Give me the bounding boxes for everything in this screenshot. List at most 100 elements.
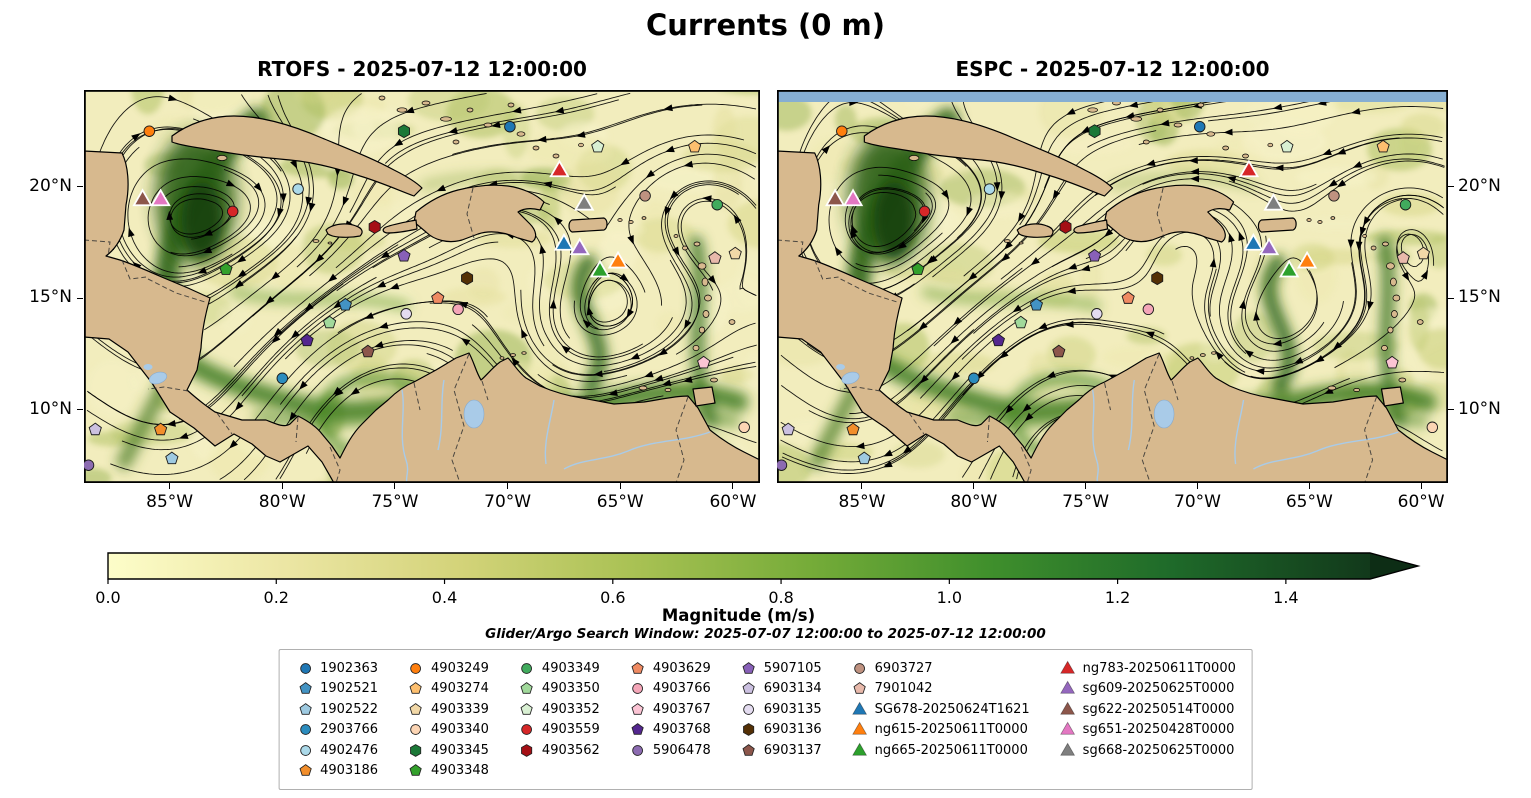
x-tick-label: 80°W (258, 492, 306, 512)
triangle-icon (1060, 680, 1076, 694)
colorbar-tick-label: 1.4 (1273, 588, 1299, 607)
platform-marker-ng665-20250611T0000 (1279, 259, 1300, 278)
circle-icon (632, 744, 644, 756)
legend-item: 4903340 (406, 720, 489, 741)
x-tick (394, 483, 396, 489)
espc-masked-strip (777, 90, 1448, 102)
triangle-icon (852, 742, 868, 756)
platform-marker-1902363 (1194, 120, 1206, 133)
platform-marker-4903249 (143, 125, 156, 137)
colorbar-extend-arrow (1370, 553, 1418, 579)
legend-item: 4903562 (517, 740, 600, 761)
y-tick (77, 409, 83, 411)
legend-label: 4903767 (652, 701, 711, 717)
colorbar-tick-label: 1.0 (936, 588, 963, 607)
pentagon-icon (520, 682, 534, 694)
circle-icon (299, 744, 311, 756)
platform-marker-4903350 (1014, 315, 1028, 329)
legend-item: 4903249 (406, 658, 489, 679)
platform-marker-4903340 (738, 421, 750, 434)
legend-item: ng783-20250611T0000 (1058, 658, 1236, 679)
platform-marker-sg622-20250514T0000 (825, 188, 846, 207)
x-tick (1420, 483, 1422, 489)
circle-icon (521, 724, 533, 736)
map-panel-rtofs (84, 90, 760, 483)
figure-title: Currents (0 m) (645, 8, 886, 42)
pentagon-icon (631, 702, 644, 715)
x-tick (619, 483, 621, 489)
legend-label: SG678-20250624T1621 (874, 701, 1030, 717)
platform-marker-4903767 (1385, 355, 1399, 369)
legend-label: 6903136 (763, 722, 822, 738)
platform-marker-1902522 (857, 451, 871, 465)
platform-marker-4903186 (154, 422, 168, 436)
legend-item: SG678-20250624T1621 (850, 699, 1030, 720)
legend-label: 4903350 (541, 681, 600, 697)
legend-item: sg622-20250514T0000 (1058, 699, 1236, 720)
y-tick-label: 20°N (1458, 175, 1501, 196)
legend-box: 1902363 1902521 1902522 2903766 4902476 49031… (278, 649, 1253, 790)
platform-marker-6903137 (361, 344, 375, 358)
circle-icon (410, 662, 422, 674)
platform-marker-4903339 (728, 246, 742, 260)
platform-marker-sg609-20250625T0000 (569, 237, 590, 256)
platform-marker-4903345 (397, 124, 410, 139)
legend-item: sg651-20250428T0000 (1058, 720, 1236, 741)
platform-marker-4903562 (1059, 220, 1072, 234)
colorbar-tick-label: 0.0 (95, 588, 121, 607)
hexagon-icon (410, 743, 422, 757)
legend-column: 5907105 6903134 6903135 6903136 6903137 (739, 658, 822, 781)
legend-item: 6903137 (739, 740, 822, 761)
platform-marker-4903339 (1416, 246, 1430, 260)
legend-label: 6903134 (763, 681, 822, 697)
platform-marker-6903135 (400, 308, 412, 320)
platform-marker-4903766 (452, 303, 464, 316)
legend-label: 4903349 (541, 660, 600, 676)
legend-item: 6903136 (739, 720, 822, 741)
x-tick (1085, 483, 1087, 489)
platform-marker-4902476 (983, 183, 996, 195)
legend-label: ng783-20250611T0000 (1082, 660, 1236, 676)
platform-marker-sg668-20250625T0000 (1263, 192, 1284, 211)
x-tick (973, 483, 975, 489)
platform-marker-6903136 (461, 271, 474, 286)
triangle-icon (852, 701, 868, 715)
platform-marker-4903348 (911, 262, 925, 275)
x-tick (507, 483, 509, 489)
legend-item: 4903186 (295, 761, 378, 782)
platform-marker-4903274 (1376, 139, 1390, 153)
circle-icon (299, 662, 311, 674)
y-tick-label: 15°N (29, 287, 72, 308)
colorbar (107, 552, 1421, 584)
triangle-icon (1060, 701, 1076, 715)
platform-marker-SG678-20250624T1621 (1243, 232, 1264, 251)
platform-marker-4903559 (918, 205, 931, 218)
legend-item: 4903767 (628, 699, 711, 720)
hexagon-icon (521, 743, 533, 757)
x-tick (861, 483, 863, 489)
triangle-icon (1060, 742, 1076, 756)
legend-column: ng783-20250611T0000 sg609-20250625T0000 sg… (1058, 658, 1236, 781)
pentagon-icon (409, 702, 423, 715)
x-tick (281, 483, 283, 489)
x-tick-label: 60°W (709, 492, 757, 512)
colorbar-tick-label: 0.4 (431, 588, 458, 607)
legend-item: sg609-20250625T0000 (1058, 679, 1236, 700)
x-tick-label: 70°W (484, 492, 532, 512)
lake-maracaibo (463, 399, 485, 429)
pentagon-icon (742, 661, 755, 674)
platform-marker-6903727 (639, 190, 651, 202)
legend-label: 6903137 (763, 742, 822, 758)
legend-item: 1902521 (295, 679, 378, 700)
colorbar-tick-label: 0.2 (263, 588, 289, 607)
legend-label: 4903352 (541, 701, 600, 717)
legend-item: 1902363 (295, 658, 378, 679)
legend-label: 2903766 (320, 722, 379, 738)
y-tick (77, 297, 83, 299)
legend-item: 4903349 (517, 658, 600, 679)
platform-marker-2903766 (276, 372, 289, 385)
legend-label: 1902522 (320, 701, 379, 717)
legend-item: 4902476 (295, 740, 378, 761)
platform-marker-4903349 (711, 198, 723, 211)
pentagon-icon (299, 764, 312, 776)
